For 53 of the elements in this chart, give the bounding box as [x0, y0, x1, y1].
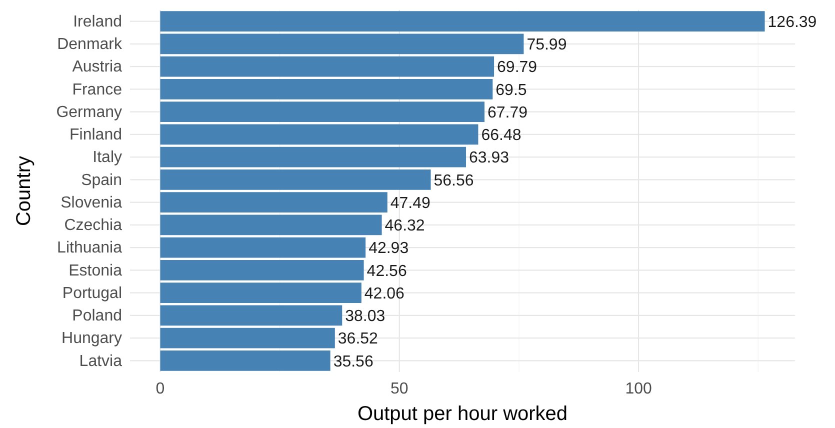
x-tick-label: 50	[390, 380, 408, 398]
data-label: 42.93	[368, 240, 409, 258]
y-axis-title: Country	[13, 156, 35, 226]
data-label: 47.49	[390, 194, 431, 212]
bar	[160, 146, 466, 168]
data-label: 42.56	[366, 262, 407, 280]
data-label: 67.79	[487, 104, 528, 122]
y-tick-label: Poland	[72, 308, 122, 325]
x-axis-title: Output per hour worked	[357, 403, 568, 425]
y-tick-label: Latvia	[79, 352, 122, 370]
bar	[160, 11, 765, 32]
data-label: 42.06	[364, 285, 405, 302]
data-label: 66.48	[481, 127, 522, 144]
y-tick-label: Estonia	[68, 262, 122, 280]
data-label: 63.93	[469, 150, 510, 167]
y-tick-label: Finland	[70, 126, 122, 144]
x-tick-label: 0	[156, 380, 165, 398]
bar	[160, 282, 362, 303]
data-label: 69.5	[496, 82, 527, 99]
bar	[160, 79, 493, 100]
data-label: 56.56	[434, 172, 474, 190]
bar	[160, 34, 524, 54]
y-tick-label: Spain	[81, 172, 122, 189]
y-tick-label: Denmark	[57, 36, 123, 54]
y-tick-label: Czechia	[64, 217, 122, 234]
data-label: 46.32	[384, 218, 425, 235]
bar	[160, 124, 478, 145]
data-label: 35.56	[333, 353, 374, 370]
bar	[160, 260, 364, 280]
data-label: 69.79	[497, 59, 538, 76]
data-label: 36.52	[338, 330, 378, 348]
y-tick-label: Italy	[92, 149, 122, 166]
data-label: 75.99	[526, 36, 567, 54]
bar	[160, 214, 382, 236]
y-tick-label: Lithuania	[57, 240, 122, 257]
y-tick-label: Slovenia	[60, 194, 122, 212]
bar	[160, 350, 330, 371]
y-tick-label: Ireland	[73, 13, 122, 30]
bar	[160, 102, 484, 122]
bar	[160, 56, 494, 77]
y-tick-label: Austria	[72, 58, 122, 76]
bar	[160, 170, 431, 190]
bar	[160, 305, 342, 326]
y-tick-label: Hungary	[62, 330, 122, 348]
y-tick-label: France	[72, 81, 122, 98]
data-label: 38.03	[345, 308, 386, 326]
y-tick-label: Germany	[56, 104, 122, 121]
data-label: 126.39	[768, 14, 817, 31]
y-tick-label: Portugal	[62, 284, 122, 302]
bar	[160, 192, 388, 212]
x-tick-label: 100	[625, 380, 652, 398]
bar	[160, 237, 366, 258]
bar	[160, 328, 335, 348]
